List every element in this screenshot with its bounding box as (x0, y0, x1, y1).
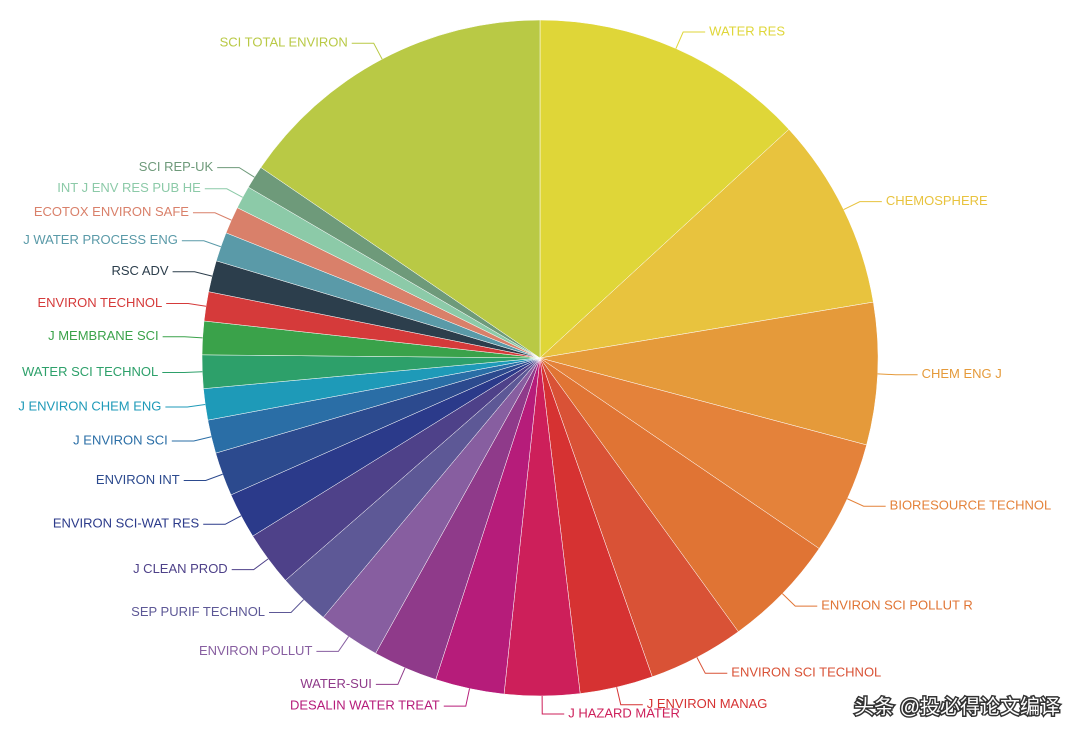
leader-line (316, 636, 350, 652)
leader-line (192, 212, 232, 221)
leader-line (696, 657, 728, 674)
leader-line (616, 687, 643, 706)
slice-label: SCI REP-UK (139, 159, 214, 174)
leader-line (181, 240, 222, 248)
slice-label: ENVIRON SCI-WAT RES (53, 516, 200, 531)
slice-label: J MEMBRANE SCI (48, 328, 159, 343)
slice-label: J HAZARD MATER (568, 705, 680, 720)
leader-line (847, 498, 886, 507)
leader-line (166, 303, 207, 307)
watermark: 头条 @投必得论文编译 (854, 695, 1060, 718)
slice-label: J ENVIRON SCI (73, 432, 168, 447)
slice-label: SEP PURIF TECHNOL (131, 604, 265, 619)
slice-label: J ENVIRON MANAG (647, 696, 768, 711)
slice-label: WATER RES (709, 23, 785, 38)
slice-label: ENVIRON INT (96, 472, 180, 487)
slice-label: DESALIN WATER TREAT (290, 698, 440, 713)
leader-line (171, 436, 212, 442)
slice-label: J WATER PROCESS ENG (23, 232, 178, 247)
leader-line (165, 403, 206, 408)
slice-label: J ENVIRON CHEM ENG (18, 398, 161, 413)
pie-slice (539, 128, 874, 359)
leader-line (877, 373, 918, 376)
leader-line (217, 167, 255, 178)
slice-label: WATER-SUI (300, 676, 372, 691)
leader-line (231, 558, 269, 571)
slice-label: J CLEAN PROD (133, 561, 228, 576)
slice-label: CHEMOSPHERE (886, 193, 988, 208)
pie-slice (260, 19, 541, 359)
leader-line (204, 188, 243, 198)
slice-label: ENVIRON SCI TECHNOL (731, 665, 881, 680)
leader-line (162, 371, 203, 374)
slice-label: RSC ADV (112, 263, 169, 278)
leader-line (541, 695, 565, 715)
slice-label: ENVIRON TECHNOL (37, 295, 162, 310)
pie-slice (539, 19, 790, 359)
slice-label: WATER SCI TECHNOL (22, 364, 158, 379)
slice-label: INT J ENV RES PUB HE (57, 180, 201, 195)
leader-line (443, 688, 471, 707)
leader-line (183, 473, 223, 481)
leader-line (843, 201, 882, 211)
slice-label: BIORESOURCE TECHNOL (890, 498, 1052, 513)
leader-line (269, 599, 304, 613)
leader-line (782, 593, 818, 607)
leader-line (203, 515, 242, 525)
leader-line (351, 42, 383, 60)
leader-line (375, 667, 406, 685)
slice-label: SCI TOTAL ENVIRON (220, 35, 348, 50)
slice-label: CHEM ENG J (922, 366, 1002, 381)
leader-line (172, 271, 213, 277)
slice-label: ENVIRON SCI POLLUT R (821, 598, 972, 613)
slice-label: ENVIRON POLLUT (199, 643, 312, 658)
leader-line (675, 31, 706, 49)
slice-label: ECOTOX ENVIRON SAFE (34, 204, 189, 219)
leader-line (162, 336, 203, 339)
